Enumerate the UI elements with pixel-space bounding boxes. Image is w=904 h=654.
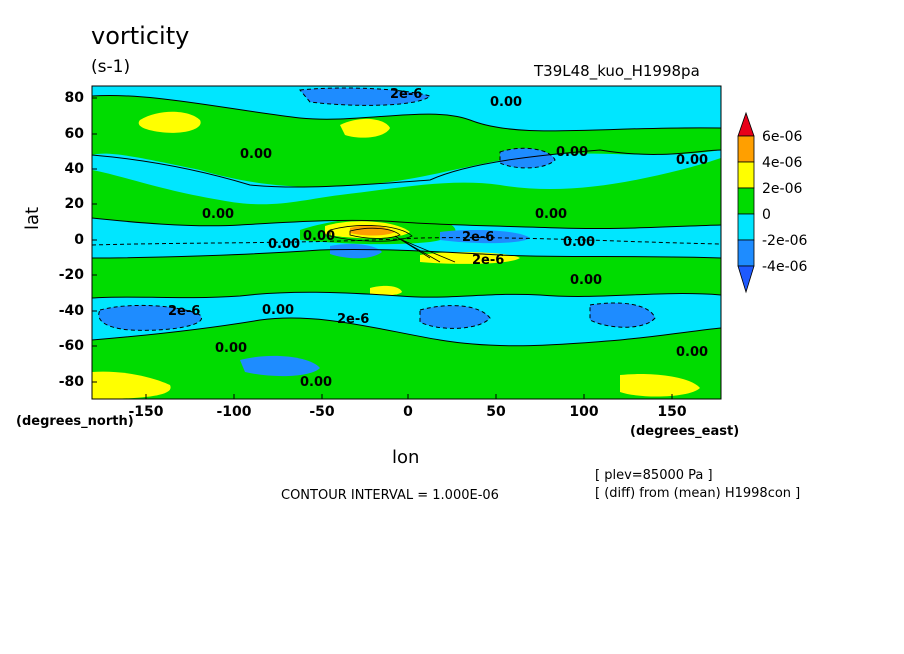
contour-label: 0.00: [300, 375, 332, 390]
contour-line: [92, 217, 721, 230]
fill-level-pos1: [138, 111, 201, 133]
x-axis-units: (degrees_east): [630, 424, 740, 439]
contour-label: 0.00: [268, 237, 300, 252]
fill-level-pos0: [92, 158, 721, 229]
colorbar-label: -4e-06: [762, 259, 808, 275]
x-tick-label: -50: [309, 404, 335, 420]
contour-line-negative: [419, 305, 491, 329]
fill-level-neg2: [330, 244, 382, 259]
axis-ticks: [92, 97, 673, 399]
colorbar-swatch: [737, 239, 755, 267]
fill-level-neg2: [500, 148, 555, 168]
contour-label: 0.00: [676, 345, 708, 360]
y-tick-label: -20: [58, 267, 84, 283]
colorbar: [737, 111, 755, 294]
fill-level-neg2: [240, 355, 320, 377]
run-name: T39L48_kuo_H1998pa: [534, 62, 700, 80]
y-tick-label: -60: [58, 338, 84, 354]
note-plev: [ plev=85000 Pa ]: [595, 468, 713, 483]
contour-line-negative: [98, 304, 203, 331]
colorbar-swatch: [737, 135, 755, 163]
x-axis-label: lon: [392, 447, 420, 468]
x-tick-label: -150: [128, 404, 164, 420]
contour-line: [92, 248, 721, 259]
chart-title: vorticity: [91, 22, 190, 50]
colorbar-swatch: [737, 187, 755, 215]
fill-level-neg2: [440, 230, 530, 244]
y-axis-units: (degrees_north): [16, 414, 134, 429]
colorbar-label: 6e-06: [762, 129, 803, 145]
colorbar-swatch: [737, 265, 755, 294]
fill-level-neg2: [300, 88, 430, 106]
contour-label: 2e-6: [168, 304, 200, 319]
contour-label: 0.00: [563, 235, 595, 250]
y-tick-label: 0: [74, 232, 84, 248]
chart-units: (s-1): [91, 57, 131, 77]
fill-level-neg2: [590, 302, 655, 328]
contour-label: 0.00: [215, 341, 247, 356]
contour-label: 2e-6: [472, 253, 504, 268]
contour-line: [92, 149, 721, 188]
contour-line-negative: [589, 302, 656, 328]
fill-level-pos0: [92, 318, 721, 399]
contour-line: [92, 291, 721, 299]
contour-line-dense: [349, 227, 401, 239]
y-tick-label: -80: [58, 374, 84, 390]
contour-label: 2e-6: [462, 230, 494, 245]
contour-label: 0.00: [303, 229, 335, 244]
colorbar-swatch: [737, 161, 755, 189]
plot-frame: [91, 85, 722, 400]
contour-line-negative: [299, 87, 431, 106]
fill-level-pos1: [620, 374, 700, 397]
fill-level-pos0: [92, 95, 721, 187]
fill-level-pos1: [370, 285, 402, 296]
fill-level-neg2: [98, 305, 202, 331]
contour-interval: CONTOUR INTERVAL = 1.000E-06: [281, 488, 499, 503]
y-tick-label: 60: [64, 126, 84, 142]
contour-label: 0.00: [535, 207, 567, 222]
contour-label: 0.00: [570, 273, 602, 288]
contour-line-dense: [394, 235, 456, 263]
colorbar-label: 2e-06: [762, 181, 803, 197]
y-tick-label: 40: [64, 161, 84, 177]
contour-label: 0.00: [490, 95, 522, 110]
colorbar-swatch: [737, 111, 755, 137]
contour-fill: [92, 86, 721, 399]
colorbar-label: -2e-06: [762, 233, 808, 249]
contour-label: 0.00: [262, 303, 294, 318]
contour-line-dense: [329, 225, 413, 242]
contour-label: 0.00: [556, 145, 588, 160]
contour-line: [92, 94, 721, 132]
contour-label: 0.00: [202, 207, 234, 222]
colorbar-label: 0: [762, 207, 771, 223]
colorbar-swatch: [737, 213, 755, 241]
x-tick-label: 150: [657, 404, 687, 420]
contour-label: 0.00: [240, 147, 272, 162]
colorbar-label: 4e-06: [762, 155, 803, 171]
fill-level-neg2: [420, 305, 490, 329]
y-tick-label: -40: [58, 303, 84, 319]
contour-line: [92, 317, 721, 347]
x-tick-label: 100: [569, 404, 599, 420]
fill-level-pos1: [340, 118, 390, 138]
x-tick-label: 50: [486, 404, 506, 420]
x-tick-label: -100: [216, 404, 252, 420]
contour-line-negative: [499, 147, 556, 169]
contour-label: 2e-6: [337, 312, 369, 327]
contour-label: 2e-6: [390, 87, 422, 102]
fill-level-pos0: [92, 249, 721, 298]
y-tick-label: 20: [64, 196, 84, 212]
x-tick-label: 0: [403, 404, 413, 420]
note-diff: [ (diff) from (mean) H1998con ]: [595, 486, 801, 501]
fill-level-pos1: [92, 371, 171, 399]
contour-line-negative: [92, 237, 721, 246]
y-tick-label: 80: [64, 90, 84, 106]
fill-level-pos2: [350, 225, 395, 236]
contour-label: 0.00: [676, 153, 708, 168]
